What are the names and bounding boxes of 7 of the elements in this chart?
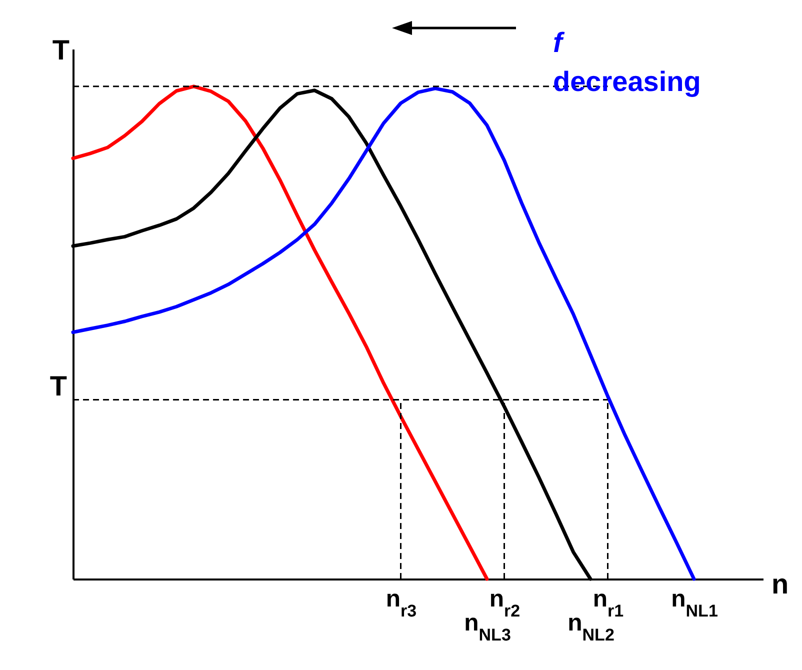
text: f bbox=[553, 27, 565, 58]
x-axis-title: n bbox=[772, 568, 789, 600]
x-tick-label: n$_{NL1}$ bbox=[671, 586, 718, 620]
annotation: decreasing bbox=[553, 66, 701, 97]
x-tick-label: n$_{r3}$ bbox=[386, 586, 417, 620]
ref-line-label: T bbox=[50, 370, 67, 402]
y-axis-title: T bbox=[52, 34, 70, 66]
